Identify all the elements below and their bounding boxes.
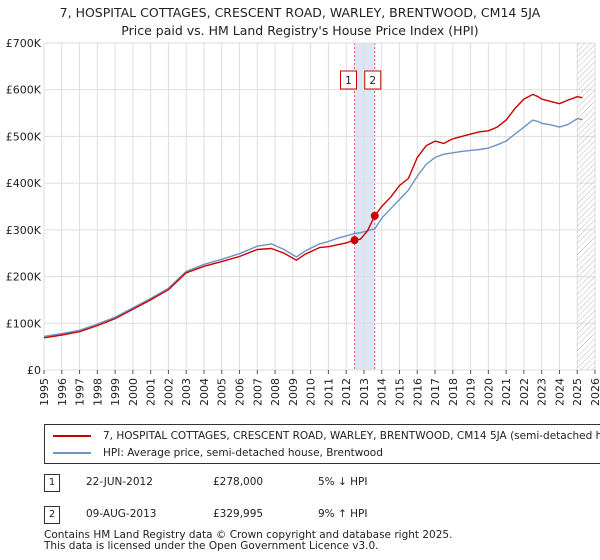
plot-area [44,43,595,370]
x-tick-label: 2017 [429,378,442,406]
x-tick-label: 2025 [571,378,584,406]
forecast-hatch-region [577,43,595,370]
legend-entry-hpi: HPI: Average price, semi-detached house,… [45,444,383,462]
x-tick-label: 2000 [127,378,140,406]
chart-title-line1: 7, HOSPITAL COTTAGES, CRESCENT ROAD, WAR… [59,5,541,20]
x-tick-label: 2013 [358,378,371,406]
x-tick-label: 2015 [393,378,406,406]
y-tick-label: £700K [6,37,42,50]
y-tick-label: £600K [6,84,42,97]
y-tick-label: £300K [6,224,42,237]
x-tick-label: 2006 [234,378,247,406]
x-tick-label: 2014 [376,378,389,406]
annotation-date: 09-AUG-2013 [86,508,157,520]
annotation-number-box: 2 [44,506,60,524]
x-tick-label: 2023 [536,378,549,406]
x-tick-label: 2018 [447,378,460,406]
legend-label-hpi: HPI: Average price, semi-detached house,… [103,447,383,459]
legend-swatch-hpi [53,452,91,454]
chart-legend: 7, HOSPITAL COTTAGES, CRESCENT ROAD, WAR… [44,424,600,464]
sale-point-marker [370,211,379,220]
sale-number-text: 2 [369,75,376,87]
x-tick-label: 2007 [251,378,264,406]
x-tick-label: 2024 [553,378,566,406]
x-tick-label: 1995 [38,378,51,406]
annotation-number-box: 1 [44,474,60,492]
legend-label-property: 7, HOSPITAL COTTAGES, CRESCENT ROAD, WAR… [103,430,600,442]
annotation-row: 2 09-AUG-2013 £329,995 9% ↑ HPI [0,506,600,526]
annotation-price: £278,000 [213,476,264,488]
footer-copyright: Contains HM Land Registry data © Crown c… [44,529,453,541]
y-tick-label: £0 [27,364,41,377]
price-chart: 1 2 £0 £100K £200K £300K £400K £500K £600K £700K… [6,37,600,406]
sale-number-box [340,70,358,90]
x-tick-label: 2012 [340,378,353,406]
x-tick-label: 1996 [56,378,69,406]
chart-title-line2: Price paid vs. HM Land Registry's House … [121,23,479,38]
x-tick-label: 2026 [589,378,600,406]
annotation-hpi-relation: 5% ↓ HPI [318,476,368,488]
x-tick-label: 2003 [180,378,193,406]
annotation-date: 22-JUN-2012 [86,476,153,488]
x-tick-label: 2009 [287,378,300,406]
sale-period-band [354,43,375,370]
series-line-hpi [43,117,583,338]
y-tick-label: £200K [6,271,42,284]
x-tick-label: 2019 [465,378,478,406]
y-tick-label: £400K [6,177,42,190]
x-tick-label: 2002 [162,378,175,406]
y-tick-label: £100K [6,317,42,330]
y-tick-label: £500K [6,130,42,143]
x-tick-label: 2004 [198,378,211,406]
footer-attribution: Contains HM Land Registry data © Crown c… [44,530,452,551]
annotation-hpi-relation: 9% ↑ HPI [318,508,368,520]
x-tick-label: 2001 [145,378,158,406]
sale-number-text: 1 [345,75,352,87]
legend-entry-property: 7, HOSPITAL COTTAGES, CRESCENT ROAD, WAR… [45,427,600,445]
x-tick-label: 2022 [518,378,531,406]
x-tick-label: 1998 [91,378,104,406]
footer-license: This data is licensed under the Open Gov… [44,539,379,552]
x-tick-label: 2016 [411,378,424,406]
sale-number-label: 1 [340,70,358,90]
x-tick-label: 2010 [305,378,318,406]
legend-swatch-property [53,435,91,437]
x-tick-label: 2011 [322,378,335,406]
sale-point-marker [350,236,359,245]
x-tick-label: 1997 [74,378,87,406]
annotation-price: £329,995 [213,508,264,520]
annotation-row: 1 22-JUN-2012 £278,000 5% ↓ HPI [0,474,600,494]
x-tick-label: 1999 [109,378,122,406]
x-tick-label: 2020 [482,378,495,406]
sale-number-label: 2 [364,70,382,90]
x-tick-label: 2008 [269,378,282,406]
sale-number-box [364,70,382,90]
x-tick-label: 2005 [216,378,229,406]
x-tick-label: 2021 [500,378,513,406]
